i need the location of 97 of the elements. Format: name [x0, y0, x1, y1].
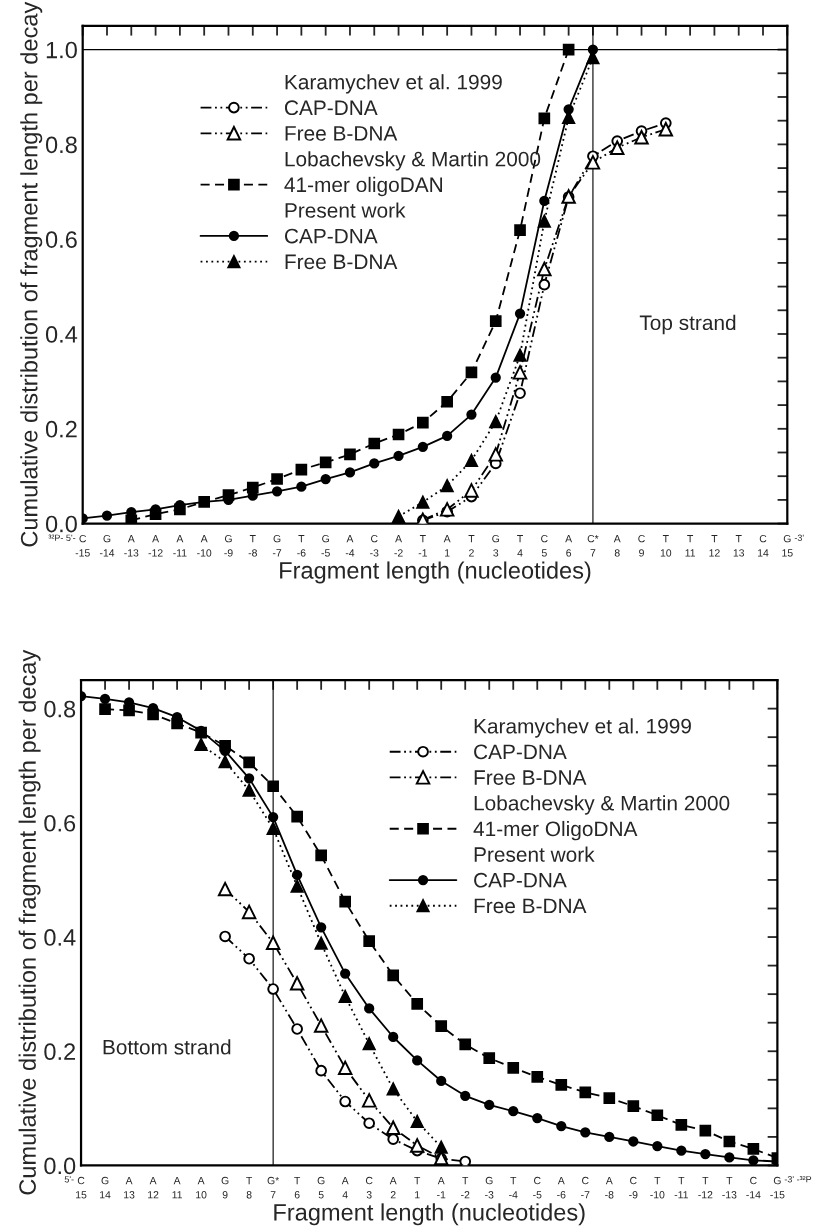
legend-label: CAP-DNA — [284, 100, 378, 116]
legend-label: 41-mer OligoDNA — [473, 820, 638, 841]
x-tick-label: C 14 — [758, 534, 769, 557]
x-tick-label: T -6 — [297, 535, 306, 557]
x-tick-label: A 6 — [565, 535, 573, 557]
x-tick-label: A -8 — [605, 1176, 614, 1199]
y-axis-title: Cumulative distribution of fragment length per decay — [18, 649, 41, 1195]
x-tick-label: G -3 — [485, 1176, 494, 1199]
x-tick-label: T 10 — [660, 535, 672, 557]
y-tick-label: 0.0 — [44, 1157, 76, 1175]
x-axis-title: Fragment length (nucleotides) — [280, 561, 591, 584]
x-tick-label: C 15 — [76, 1176, 87, 1199]
annotation: Bottom strand — [103, 1039, 231, 1055]
x-tick-label: G 3 — [492, 534, 500, 557]
legend-label: Free B-DNA — [285, 126, 398, 141]
text: -3' -³²P — [784, 1176, 812, 1183]
annotation: Present work — [285, 202, 406, 218]
x-tick-label: T 6 — [294, 1176, 301, 1199]
x-tick-label: C 5 — [541, 534, 548, 557]
x-tick-label: C -14 — [746, 1176, 761, 1199]
x-axis-title: Fragment length (nucleotides) — [274, 1203, 585, 1226]
x-tick-label: G -7 — [272, 534, 282, 557]
x-tick-label: A -13 — [124, 535, 139, 557]
x-tick-label: C -5 — [533, 1176, 542, 1199]
annotation: Top strand — [639, 314, 736, 335]
y-tick-label: 0.6 — [45, 231, 77, 248]
x-tick-label: C 3 — [365, 1176, 373, 1199]
text: ³²P- 5'- — [48, 534, 76, 541]
text: -3' — [794, 534, 804, 541]
legend-label: Free B-DNA — [285, 254, 398, 270]
x-tick-label: T 13 — [733, 535, 745, 557]
x-tick-label: T -13 — [722, 1176, 737, 1199]
y-tick-label: 0.6 — [44, 814, 76, 832]
x-tick-label: A -2 — [394, 535, 403, 557]
annotation: Present work — [474, 846, 595, 862]
y-tick-label: 0.4 — [45, 326, 78, 343]
x-tick-label: G 15 — [782, 534, 793, 557]
annotation: Karamychev et al. 1999 — [285, 74, 502, 94]
legend-label: CAP-DNA — [474, 744, 567, 760]
x-tick-label: G 14 — [100, 1176, 111, 1199]
x-tick-label: T 2 — [468, 535, 475, 557]
x-tick-label: A 12 — [148, 1176, 159, 1199]
y-tick-label: 0.8 — [45, 136, 77, 154]
x-tick-label: A 1 — [443, 535, 451, 557]
x-tick-label: T 4 — [517, 535, 523, 557]
y-tick-label: 0.0 — [45, 515, 77, 533]
legend-label: 41-mer oligoDAN — [284, 176, 442, 197]
annotation: Lobachevsky & Martin 2000 — [474, 795, 730, 815]
x-tick-label: A 4 — [341, 1176, 349, 1199]
x-tick-label: A -12 — [148, 535, 163, 557]
x-tick-label: G* 7 — [267, 1176, 280, 1199]
x-tick-label: G -9 — [224, 534, 233, 557]
x-tick-label: T -8 — [248, 535, 257, 557]
x-tick-label: A 10 — [196, 1176, 207, 1199]
x-tick-label: A 8 — [613, 535, 621, 557]
x-tick-label: C -15 — [75, 534, 90, 557]
x-tick-label: T -10 — [650, 1176, 665, 1199]
x-tick-label: A -4 — [345, 535, 355, 557]
x-tick-label: T -11 — [674, 1176, 688, 1199]
y-tick-label: 0.2 — [44, 1043, 75, 1061]
x-tick-label: A -10 — [197, 535, 212, 557]
x-tick-label: A 2 — [389, 1176, 397, 1199]
x-tick-label: T -12 — [698, 1176, 713, 1199]
annotation: Karamychev et al. 1999 — [474, 718, 691, 738]
text: 5'- — [64, 1176, 74, 1183]
x-tick-label: T -1 — [418, 535, 427, 557]
x-tick-label: C -9 — [629, 1176, 638, 1199]
annotation: Lobachevsky & Martin 2000 — [285, 151, 541, 171]
x-tick-label: C -7 — [581, 1176, 590, 1199]
x-tick-label: T -4 — [509, 1176, 518, 1199]
x-tick-label: A -6 — [557, 1176, 566, 1199]
legend-label: Free B-DNA — [474, 770, 587, 785]
y-tick-label: 0.8 — [44, 700, 76, 718]
x-tick-label: A -1 — [437, 1176, 446, 1199]
x-tick-label: G 5 — [317, 1176, 325, 1199]
x-tick-label: C -3 — [370, 534, 379, 557]
x-tick-label: A -11 — [173, 535, 187, 557]
legend-label: CAP-DNA — [284, 228, 378, 244]
x-tick-label: C 9 — [638, 534, 645, 557]
x-tick-label: A 11 — [172, 1176, 182, 1199]
legend-label: Free B-DNA — [474, 898, 587, 914]
x-tick-label: A 13 — [124, 1176, 135, 1199]
y-tick-label: 1.0 — [46, 41, 77, 59]
x-tick-label: G 9 — [221, 1176, 229, 1199]
x-tick-label: T 8 — [246, 1176, 253, 1199]
y-axis-title: Cumulative distribution of fragment length per decay — [20, 1, 43, 547]
x-tick-label: T 11 — [685, 535, 696, 557]
x-tick-label: T 1 — [414, 1176, 421, 1199]
x-tick-label: G -15 — [770, 1176, 785, 1199]
legend-label: CAP-DNA — [474, 872, 567, 888]
y-tick-label: 0.4 — [44, 929, 76, 946]
x-tick-label: T -2 — [461, 1176, 470, 1199]
x-tick-label: G -14 — [99, 534, 115, 557]
x-tick-label: G -5 — [321, 534, 330, 557]
y-tick-label: 0.2 — [45, 420, 77, 438]
x-tick-label: C* 7 — [587, 534, 599, 557]
x-tick-label: T 12 — [709, 535, 720, 557]
